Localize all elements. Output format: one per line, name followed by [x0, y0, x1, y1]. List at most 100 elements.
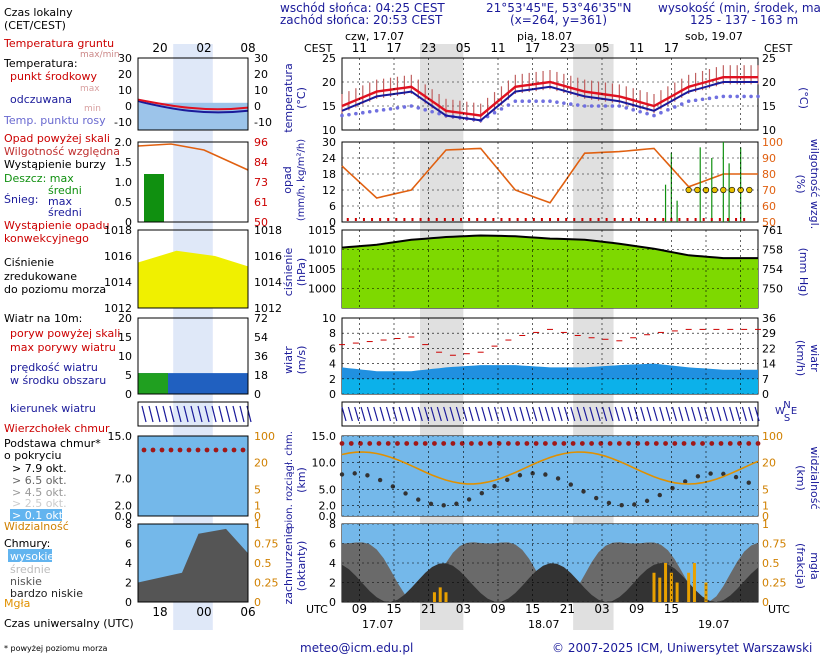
- small-temp-tick: -10: [114, 116, 132, 129]
- temp-axis-label: temperatura: [282, 63, 295, 132]
- wind-arrow: [544, 406, 550, 422]
- convective-marker: [613, 218, 616, 221]
- small-precip-tick: 2.0: [115, 136, 133, 149]
- legend-snow-mean: średni: [48, 206, 82, 219]
- cover-tick: 2: [329, 577, 336, 590]
- wind-arrow: [563, 406, 570, 422]
- legend-snow: Śnieg:: [4, 193, 38, 206]
- small-vis-tick: 100: [254, 430, 275, 443]
- legend-rain: Deszcz: max: [4, 172, 74, 185]
- hum-tick: 50: [762, 216, 776, 229]
- fog-bar: [444, 592, 448, 602]
- cloud-base-dot: [505, 477, 510, 483]
- footer-email[interactable]: meteo@icm.edu.pl: [300, 641, 413, 655]
- top-hour: 17: [386, 41, 401, 55]
- fog-axis-unit: (frakcja): [794, 543, 807, 589]
- panel-frame: [341, 401, 759, 427]
- footnote: * powyżej poziomu morza: [4, 644, 108, 653]
- dew-point-dot: [569, 102, 573, 106]
- convective-marker: [508, 218, 511, 221]
- storm-marker: [694, 186, 701, 194]
- small-frame: [137, 401, 249, 427]
- cloud-top-dot: [348, 441, 354, 446]
- cloud-base-dot: [708, 471, 713, 476]
- small-wind-arrow: [141, 405, 147, 423]
- panel-frame: [341, 141, 759, 223]
- convective-marker: [460, 218, 463, 221]
- wind-arrow: [462, 406, 468, 422]
- small-cover-tick: 6: [125, 538, 132, 551]
- legend-okt01: > 0.1 okt.: [12, 509, 67, 522]
- dew-point-dot: [617, 104, 622, 108]
- cloud-base-dot: [683, 479, 688, 484]
- fog-bar: [692, 563, 696, 602]
- legend-temp-max: max: [80, 84, 100, 94]
- convective-marker: [581, 218, 584, 221]
- vis-tick: 1: [762, 499, 769, 512]
- wind-arrow: [443, 406, 449, 422]
- cloud-base-dot: [543, 472, 548, 477]
- wind-arrow: [532, 406, 538, 422]
- cover-tick: 4: [329, 557, 336, 570]
- cloud-base-dot: [403, 491, 408, 496]
- small-fog-tick: 0.75: [254, 538, 279, 551]
- small-wind-arrow: [218, 405, 224, 423]
- temp-axis-unit: (°C): [295, 87, 308, 109]
- convective-marker: [670, 218, 673, 221]
- vis-tick: 20: [762, 457, 776, 470]
- dew-point-dot: [638, 109, 642, 114]
- fog-bar: [704, 582, 708, 602]
- dew-point-dot: [693, 98, 698, 103]
- wind-tick: 6: [329, 342, 336, 355]
- cloud-tick: 15.0: [312, 430, 337, 443]
- press-axis-unit: (hPa): [295, 258, 308, 286]
- dew-point-dot: [402, 105, 407, 109]
- fog-tick: 0.25: [762, 577, 787, 590]
- top-hour: 23: [560, 41, 575, 55]
- dew-point-dot: [575, 103, 580, 107]
- cloud-top-dot: [432, 441, 437, 446]
- legend-local-time: Czas lokalny: [4, 6, 73, 19]
- wind-arrow: [379, 406, 385, 422]
- convective-marker: [443, 218, 446, 221]
- dew-point-dot: [624, 106, 629, 110]
- small-cover-fill: [138, 528, 248, 602]
- convective-marker: [678, 218, 681, 221]
- top-hour: 17: [525, 41, 540, 55]
- small-precip-tick: 0.5: [115, 196, 133, 209]
- compass-label: S: [784, 413, 790, 424]
- fog-bar: [438, 587, 442, 602]
- cloud-base-dot: [733, 474, 739, 480]
- cloud-top-dot: [746, 441, 752, 446]
- small-wind-tick: 20: [118, 312, 132, 325]
- wind-arrow: [684, 406, 690, 422]
- small-cloud-top: [213, 447, 219, 453]
- wind-arrow: [640, 406, 646, 422]
- cloud-base-dot: [670, 485, 675, 491]
- dew-point-dot: [381, 108, 386, 112]
- wind-arrow: [373, 406, 379, 422]
- small-press-tick-r: 1016: [254, 250, 282, 263]
- small-wind-arrow: [211, 405, 217, 423]
- cloud-base-dot: [657, 492, 662, 498]
- cloud-base-dot: [644, 498, 650, 504]
- cloud-top-dot: [589, 441, 594, 446]
- day-bottom-3: 19.07: [698, 618, 730, 631]
- top-hour: 05: [456, 41, 471, 55]
- wind-kmh-tick: 7: [762, 373, 769, 386]
- press-axis-label: ciśnienie: [282, 248, 295, 297]
- wind-arrow: [602, 406, 608, 422]
- cloud-top-dot: [718, 441, 724, 446]
- legend-wind-dir: kierunek wiatru: [10, 402, 96, 415]
- time-axes: CEST CEST UTC UTC czw, 17.07 pią, 18.07 …: [304, 30, 793, 631]
- legend-gust-above: poryw powyżej skali: [10, 327, 120, 340]
- small-precip-tick: 1.5: [115, 156, 133, 169]
- top-hour: 11: [490, 41, 505, 55]
- wind-kmh-unit: (km/h): [794, 340, 807, 376]
- storm-marker: [685, 186, 692, 194]
- bottom-hour: 03: [594, 602, 609, 616]
- wind-arrow: [436, 406, 442, 422]
- small-wind-arrow: [176, 405, 182, 423]
- storm-marker: [711, 186, 718, 194]
- convective-marker: [597, 218, 600, 221]
